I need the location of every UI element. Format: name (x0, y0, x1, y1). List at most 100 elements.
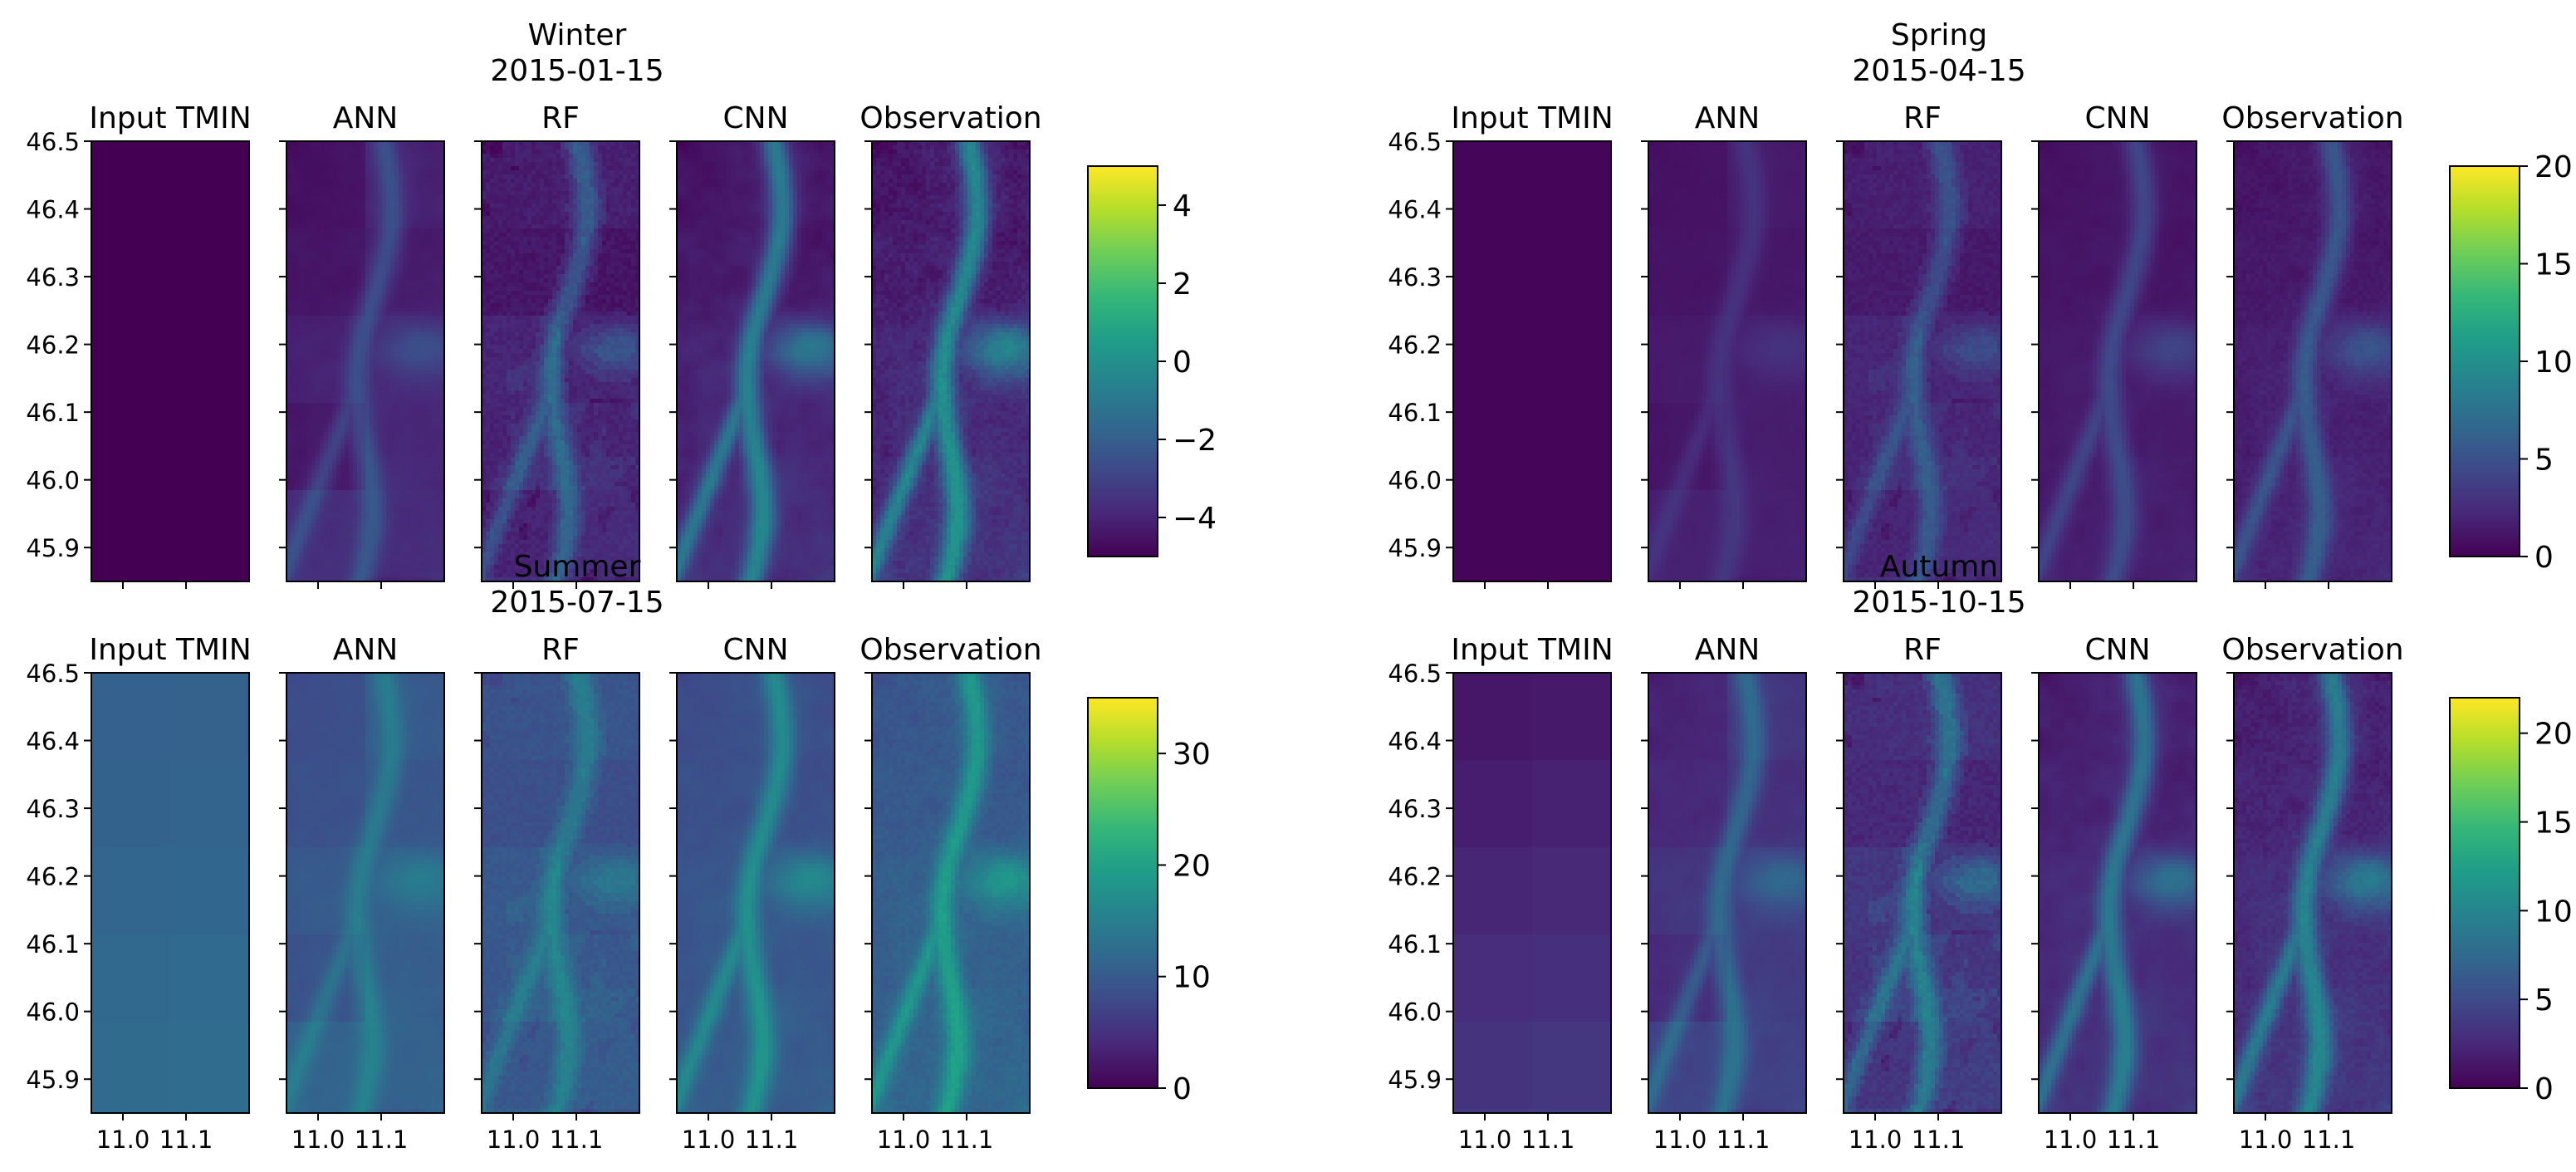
heatmap-cell (174, 170, 179, 175)
heatmap-cell (162, 154, 167, 159)
heatmap-cell (112, 145, 117, 150)
heatmap-cell (216, 174, 221, 179)
heatmap-cell (104, 158, 109, 163)
heatmap-cell (220, 179, 225, 184)
heatmap-cell (149, 179, 154, 184)
heatmap-cell (162, 191, 167, 196)
heatmap-cell (141, 179, 146, 184)
heatmap-cell (116, 145, 121, 150)
heatmap-cell (183, 174, 188, 179)
heatmap-cell (125, 174, 130, 179)
heatmap-cell (241, 158, 246, 163)
heatmap-cell (141, 162, 146, 167)
heatmap-cell (112, 154, 117, 159)
heatmap-cell (162, 166, 167, 171)
heatmap-cell (162, 170, 167, 175)
heatmap-cell (187, 174, 192, 179)
heatmap-cell (224, 187, 229, 192)
heatmap-cell (145, 158, 150, 163)
heatmap-cell (95, 158, 100, 163)
heatmap-cell (241, 187, 246, 192)
heatmap-cell (125, 166, 130, 171)
heatmap-cell (133, 166, 138, 171)
heatmap-cell (183, 150, 188, 154)
heatmap-cell (137, 170, 142, 175)
heatmap-cell (125, 187, 130, 192)
heatmap-cell (191, 179, 196, 184)
heatmap-cell (199, 179, 204, 184)
heatmap-cell (116, 170, 121, 175)
heatmap-cell (129, 145, 134, 150)
heatmap-cell (108, 162, 113, 167)
heatmap-cell (104, 187, 109, 192)
heatmap-cell (162, 174, 167, 179)
heatmap-cell (104, 166, 109, 171)
heatmap-cell (233, 150, 238, 154)
heatmap-cell (220, 150, 225, 154)
heatmap-cells (91, 141, 250, 582)
heatmap-cell (216, 158, 221, 163)
heatmap-cell (145, 162, 150, 167)
heatmap-cell (149, 158, 154, 163)
heatmap-cell (125, 179, 130, 184)
heatmap-cell (141, 187, 146, 192)
heatmap-cell (133, 179, 138, 184)
heatmap-cell (237, 162, 242, 167)
heatmap-cell (228, 158, 233, 163)
heatmap-cell (108, 187, 113, 192)
heatmap-cell (195, 158, 200, 163)
heatmap-cell (120, 170, 125, 175)
heatmap-cell (228, 187, 233, 192)
heatmap-cell (166, 145, 171, 150)
figure: Input TMIN46.546.446.346.246.146.045.9AN… (0, 0, 2576, 1172)
heatmap-cell (220, 183, 225, 188)
heatmap-cell (212, 154, 217, 159)
heatmap-cell (137, 187, 142, 192)
heatmap-cell (158, 174, 163, 179)
heatmap-cell (158, 158, 163, 163)
heatmap-cell (179, 150, 184, 154)
heatmap-cell (224, 174, 229, 179)
heatmap-cell (220, 158, 225, 163)
heatmap-cell (108, 183, 113, 188)
heatmap-cell (133, 150, 138, 154)
heatmap-cell (203, 162, 208, 167)
heatmap-cell (137, 183, 142, 188)
heatmap-cell (112, 170, 117, 175)
heatmap-cell (154, 145, 159, 150)
heatmap-cell (237, 179, 242, 184)
heatmap-cell (187, 170, 192, 175)
heatmap-cell (237, 158, 242, 163)
heatmap-cell (162, 179, 167, 184)
heatmap-cell (120, 191, 125, 196)
heatmap-cell (216, 145, 221, 150)
heatmap-cell (125, 154, 130, 159)
heatmap-cell (120, 183, 125, 188)
heatmap-cell (216, 154, 221, 159)
heatmap-cell (174, 187, 179, 192)
heatmap-cell (224, 179, 229, 184)
heatmap-cell (208, 183, 213, 188)
heatmap-cell (179, 183, 184, 188)
heatmap-cell (133, 170, 138, 175)
heatmap-cell (145, 187, 150, 192)
heatmap-cell (104, 183, 109, 188)
heatmap-cell (203, 187, 208, 192)
heatmap-cell (237, 154, 242, 159)
heatmap-cell (220, 174, 225, 179)
heatmap-cell (129, 170, 134, 175)
heatmap-cell (203, 183, 208, 188)
heatmap-cell (100, 158, 105, 163)
heatmap-cell (154, 183, 159, 188)
heatmap-cell (233, 154, 238, 159)
heatmap-cell (104, 145, 109, 150)
heatmap-cell (237, 145, 242, 150)
heatmap-cell (133, 183, 138, 188)
heatmap-cell (183, 158, 188, 163)
heatmap-cell (203, 170, 208, 175)
heatmap-cell (154, 150, 159, 154)
heatmap-cell (129, 187, 134, 192)
heatmap-cell (212, 183, 217, 188)
heatmap-cell (199, 187, 204, 192)
heatmap-cell (108, 150, 113, 154)
